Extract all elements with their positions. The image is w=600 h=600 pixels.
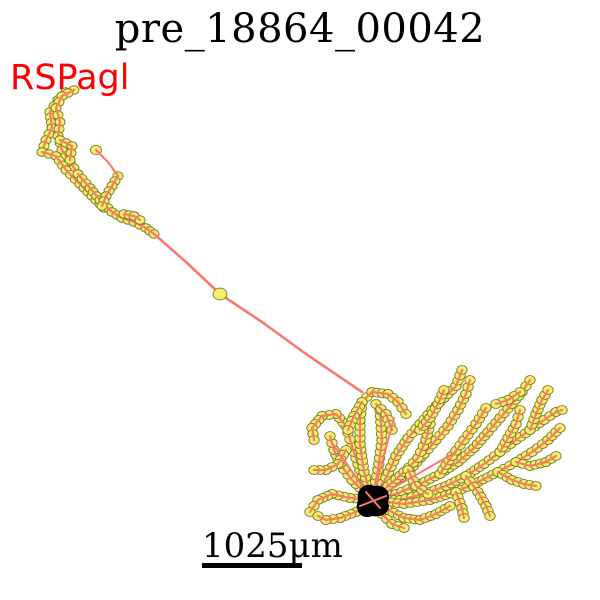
terminal-branch <box>58 138 74 162</box>
arbor-branch <box>528 388 550 432</box>
dendritic-arbor <box>304 365 568 533</box>
arbor-branch <box>370 408 564 502</box>
axon-varicosity <box>212 287 228 301</box>
terminal-branch <box>100 174 120 208</box>
arbor-branch <box>374 402 394 432</box>
scale-bar <box>202 563 302 568</box>
terminal-branch <box>76 172 156 236</box>
scale-bar-label: 1025μm <box>202 526 343 566</box>
arbor-branch <box>454 490 466 520</box>
arbor-branch <box>514 454 558 468</box>
figure-title: pre_18864_00042 <box>114 6 486 52</box>
arbor-branch <box>498 408 522 454</box>
arbor-branch <box>496 470 538 488</box>
terminal-branch <box>94 148 120 178</box>
arbor-branch <box>370 426 562 506</box>
arbor-branch <box>346 400 364 432</box>
arbor-branch <box>406 468 430 496</box>
arbor-branch <box>494 390 522 406</box>
axon-projection <box>36 85 364 394</box>
arbor-branch <box>464 474 492 518</box>
arbor-branch <box>438 406 488 476</box>
axon-trunk <box>152 232 364 394</box>
arbor-branch <box>370 422 432 502</box>
soma <box>356 484 390 518</box>
terminal-branch <box>122 212 142 222</box>
arbor-branch <box>308 492 374 514</box>
arbor-branch <box>418 388 446 432</box>
soma-overlay-branch <box>359 495 387 507</box>
